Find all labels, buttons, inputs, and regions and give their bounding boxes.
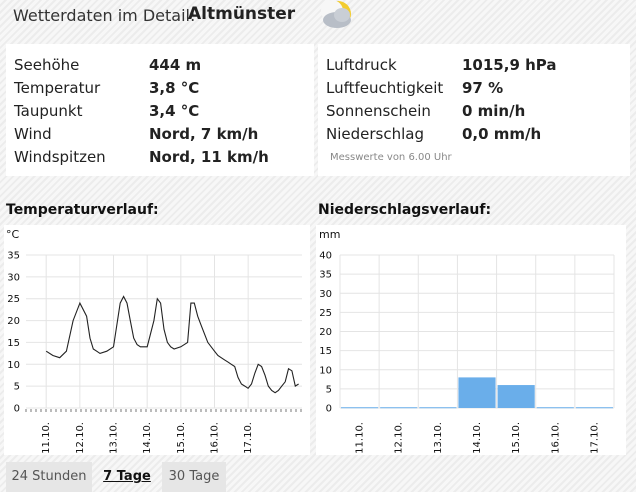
x-tick-label: 14.10. [142, 422, 153, 454]
x-tick-label: 11.10. [355, 422, 366, 454]
y-tick-label: 25 [319, 308, 332, 319]
precipitation-chart: mm 0 5 10 15 20 25 30 35 40 11.10. 12.10. 13.10. 14.… [316, 225, 626, 455]
detail-value: 0,0 mm/h [462, 125, 542, 143]
detail-value: 3,8 °C [149, 79, 200, 97]
x-tick-label: 11.10. [41, 422, 52, 454]
y-tick-label: 30 [7, 272, 20, 283]
y-tick-label: 0 [14, 404, 20, 415]
detail-value: Nord, 11 km/h [149, 148, 269, 166]
detail-value: 0 min/h [462, 102, 526, 120]
detail-header: Wetterdaten im Detail: Altmünster [0, 0, 636, 30]
y-tick-label: 20 [7, 316, 20, 327]
y-tick-label: 10 [319, 365, 332, 376]
detail-row: Luftdruck 1015,9 hPa [326, 56, 616, 76]
temperature-series-line [45, 295, 299, 394]
precipitation-chart-svg: 0 5 10 15 20 25 30 35 40 11.10. 12.10. 13.10. 14.10.… [319, 251, 615, 454]
location-name: Altmünster [188, 4, 296, 24]
y-tick-label: 0 [326, 404, 332, 415]
precipitation-unit-label: mm [319, 228, 341, 241]
detail-row: Niederschlag 0,0 mm/h [326, 125, 616, 145]
detail-label: Luftfeuchtigkeit [326, 79, 444, 97]
detail-label: Niederschlag [326, 125, 424, 143]
tab-24-stunden[interactable]: 24 Stunden [6, 462, 92, 492]
x-tick-label: 13.10. [109, 422, 120, 454]
detail-label: Luftdruck [326, 56, 397, 74]
x-tick-label: 17.10. [589, 422, 600, 454]
temperature-chart-title: Temperaturverlauf: [6, 202, 159, 218]
time-range-tabs: 24 Stunden 7 Tage 30 Tage [0, 458, 636, 492]
y-tick-label: 20 [319, 327, 332, 338]
y-tick-label: 35 [7, 251, 20, 262]
precipitation-bar [419, 407, 457, 409]
y-tick-label: 40 [319, 251, 332, 262]
temperature-chart: °C 0 5 10 15 20 25 30 35 11.10. 12.10. 13.10. 14.10… [4, 225, 310, 455]
precipitation-bar [380, 407, 418, 409]
x-tick-label: 16.10. [550, 422, 561, 454]
tab-30-tage[interactable]: 30 Tage [162, 462, 226, 492]
detail-row: Seehöhe 444 m [14, 56, 304, 76]
detail-label: Sonnenschein [326, 102, 431, 120]
detail-row: Luftfeuchtigkeit 97 % [326, 79, 616, 99]
y-tick-label: 35 [319, 270, 332, 281]
detail-value: Nord, 7 km/h [149, 125, 259, 143]
partly-cloudy-night-icon [321, 0, 351, 28]
y-tick-label: 25 [7, 294, 20, 305]
detail-row: Taupunkt 3,4 °C [14, 102, 304, 122]
y-tick-label: 30 [319, 289, 332, 300]
detail-label: Windspitzen [14, 148, 106, 166]
y-tick-label: 5 [14, 382, 20, 393]
details-panel-right: Luftdruck 1015,9 hPa Luftfeuchtigkeit 97 % S… [318, 44, 630, 176]
x-tick-label: 17.10. [243, 422, 254, 454]
detail-row: Sonnenschein 0 min/h [326, 102, 616, 122]
details-panel-left: Seehöhe 444 m Temperatur 3,8 °C Taupunkt 3,4 … [6, 44, 314, 176]
precipitation-chart-title: Niederschlagsverlauf: [318, 202, 492, 218]
detail-label: Temperatur [14, 79, 101, 97]
detail-row: Temperatur 3,8 °C [14, 79, 304, 99]
precipitation-bar [341, 407, 379, 409]
y-tick-label: 10 [7, 360, 20, 371]
temperature-unit-label: °C [6, 228, 20, 241]
detail-row: Wind Nord, 7 km/h [14, 125, 304, 145]
y-tick-label: 15 [7, 338, 20, 349]
x-tick-label: 12.10. [394, 422, 405, 454]
detail-row: Windspitzen Nord, 11 km/h [14, 148, 304, 168]
detail-label: Taupunkt [14, 102, 83, 120]
detail-value: 3,4 °C [149, 102, 200, 120]
precipitation-bar [575, 407, 613, 409]
x-tick-label: 12.10. [75, 422, 86, 454]
x-tick-label: 15.10. [511, 422, 522, 454]
detail-header-label: Wetterdaten im Detail: [13, 6, 196, 25]
measurement-time-note: Messwerte von 6.00 Uhr [330, 152, 452, 163]
detail-value: 444 m [149, 56, 202, 74]
y-tick-label: 5 [326, 384, 332, 395]
detail-value: 97 % [462, 79, 504, 97]
temperature-chart-svg: 0 5 10 15 20 25 30 35 11.10. 12.10. 13.10. 14.10. 15… [7, 251, 302, 454]
x-tick-label: 16.10. [209, 422, 220, 454]
y-tick-label: 15 [319, 346, 332, 357]
x-tick-label: 13.10. [433, 422, 444, 454]
x-tick-label: 14.10. [472, 422, 483, 454]
detail-label: Wind [14, 125, 52, 143]
detail-label: Seehöhe [14, 56, 80, 74]
precipitation-bar [458, 377, 496, 408]
x-tick-label: 15.10. [176, 422, 187, 454]
tab-7-tage[interactable]: 7 Tage [103, 469, 151, 484]
precipitation-bar [536, 407, 574, 409]
detail-value: 1015,9 hPa [462, 56, 557, 74]
precipitation-bar [497, 385, 535, 408]
